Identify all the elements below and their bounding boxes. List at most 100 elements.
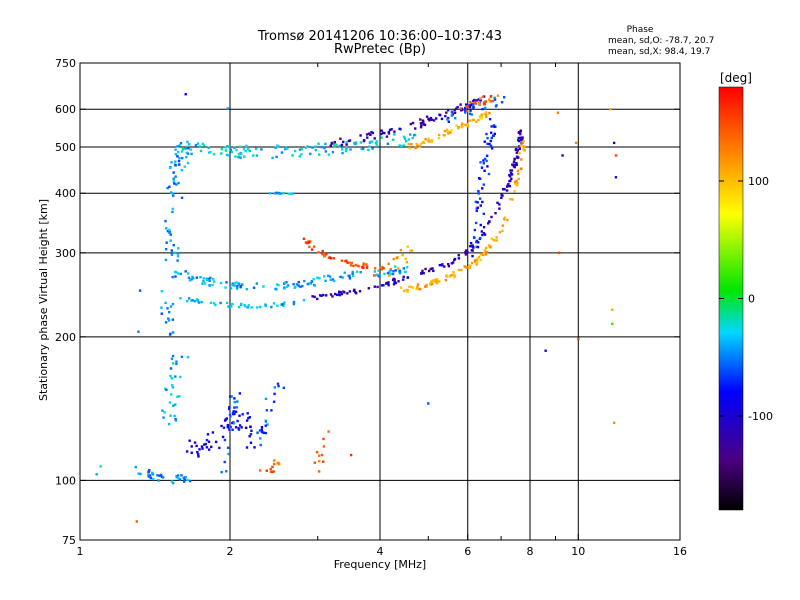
data-point xyxy=(235,287,239,290)
data-point xyxy=(483,249,487,252)
data-point xyxy=(332,257,335,260)
data-point xyxy=(220,470,223,474)
data-point xyxy=(459,103,462,106)
data-point xyxy=(176,259,179,262)
data-point xyxy=(427,117,430,121)
data-point xyxy=(158,474,161,477)
data-point xyxy=(409,122,413,126)
data-point xyxy=(450,110,454,113)
data-point xyxy=(393,280,396,284)
data-point xyxy=(484,113,488,116)
data-point xyxy=(464,249,468,252)
data-point xyxy=(520,158,523,161)
data-point xyxy=(171,207,174,211)
plot-area: 1 2 4 6 8 10 16 75 100 200 300 400 500 600 750 xyxy=(55,57,687,558)
data-point xyxy=(427,137,431,141)
data-point xyxy=(416,144,419,147)
data-point xyxy=(212,302,216,305)
data-point xyxy=(171,275,174,279)
data-point xyxy=(361,147,365,151)
data-point xyxy=(486,136,489,140)
data-point xyxy=(488,117,492,121)
data-point xyxy=(180,150,184,153)
data-point xyxy=(271,465,274,469)
data-point xyxy=(243,303,246,307)
data-point xyxy=(482,159,485,162)
data-point xyxy=(148,474,152,477)
data-point xyxy=(245,144,248,148)
data-point xyxy=(208,284,212,288)
data-point xyxy=(349,264,353,267)
y-tick-label: 100 xyxy=(55,474,76,487)
data-point xyxy=(403,270,407,274)
data-point xyxy=(464,251,467,254)
data-point xyxy=(323,275,326,278)
data-point xyxy=(450,274,453,277)
data-point xyxy=(453,117,457,120)
data-point xyxy=(225,417,229,420)
data-point xyxy=(208,279,211,282)
data-point xyxy=(431,279,435,282)
data-point xyxy=(393,278,396,281)
data-point xyxy=(346,292,349,295)
data-point xyxy=(276,462,279,465)
data-point xyxy=(370,140,374,143)
data-point xyxy=(475,245,478,249)
data-point xyxy=(492,134,495,137)
data-point xyxy=(259,443,262,447)
data-point xyxy=(468,104,471,107)
data-point xyxy=(228,305,231,309)
data-point xyxy=(303,279,306,283)
data-point xyxy=(161,409,164,412)
data-point xyxy=(245,446,249,449)
x-tick-label: 8 xyxy=(527,545,534,558)
data-point xyxy=(464,253,468,256)
data-point xyxy=(481,187,484,190)
data-point xyxy=(166,307,169,310)
data-point xyxy=(175,360,178,363)
data-point xyxy=(203,443,206,446)
data-point xyxy=(490,237,493,240)
data-point xyxy=(354,263,358,267)
data-point xyxy=(329,144,332,147)
data-point xyxy=(186,272,190,275)
data-point xyxy=(487,172,491,176)
data-point xyxy=(393,130,396,133)
data-point xyxy=(292,302,296,306)
data-point xyxy=(164,321,168,324)
data-point xyxy=(505,189,509,192)
data-point xyxy=(282,386,285,390)
data-point xyxy=(184,93,187,96)
data-point xyxy=(313,284,317,287)
data-point xyxy=(188,279,192,282)
data-point xyxy=(186,299,189,303)
data-point xyxy=(199,149,203,153)
data-point xyxy=(207,146,211,149)
data-point xyxy=(234,410,238,413)
data-point xyxy=(392,283,396,286)
data-point xyxy=(501,224,505,227)
data-point xyxy=(476,245,480,249)
data-point xyxy=(460,123,463,127)
data-point xyxy=(312,277,315,281)
data-point xyxy=(422,141,426,144)
data-point xyxy=(470,261,474,265)
data-point xyxy=(340,259,344,262)
data-point xyxy=(243,155,246,158)
data-point xyxy=(387,132,391,135)
data-point xyxy=(137,330,140,333)
data-point xyxy=(247,304,250,307)
data-point xyxy=(393,133,396,136)
data-point xyxy=(420,124,423,127)
data-point xyxy=(172,177,175,180)
data-point xyxy=(381,266,384,270)
data-point xyxy=(523,149,526,152)
data-point xyxy=(246,412,249,415)
data-point xyxy=(369,133,372,137)
data-point xyxy=(212,153,216,156)
data-point xyxy=(482,162,485,165)
data-point xyxy=(479,161,482,164)
colorbar-tick-label: 0 xyxy=(748,293,755,306)
data-point xyxy=(475,263,478,266)
data-point xyxy=(173,182,176,185)
